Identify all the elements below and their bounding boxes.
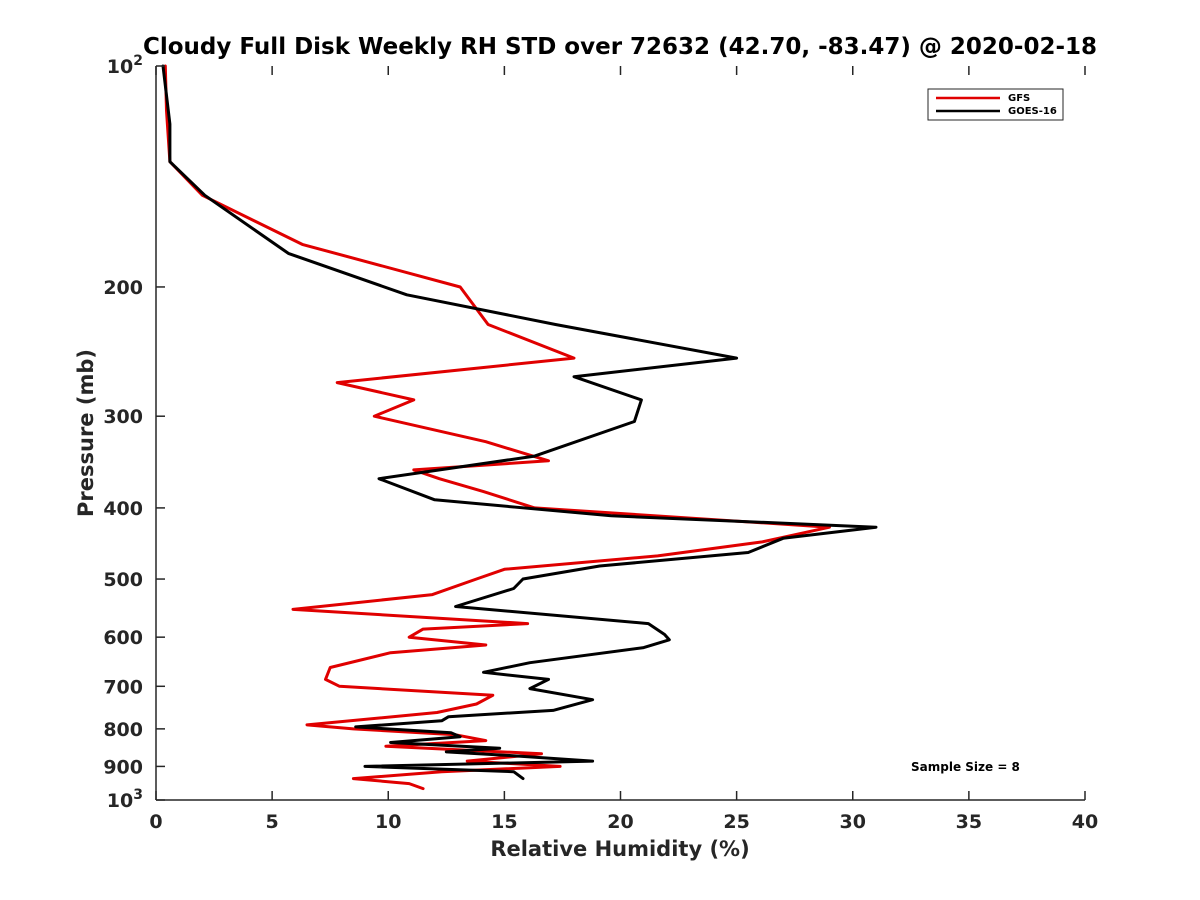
y-tick-label: 102 xyxy=(107,53,143,78)
y-ticks: 102 200 300 400 500 600 700 800 900 103 xyxy=(103,53,165,812)
x-tick-label: 15 xyxy=(491,811,517,833)
y-tick-label: 400 xyxy=(103,498,143,520)
y-tick-label: 800 xyxy=(103,719,143,741)
chart-title: Cloudy Full Disk Weekly RH STD over 7263… xyxy=(143,34,1097,60)
y-axis-title: Pressure (mb) xyxy=(74,349,98,517)
x-tick-label: 0 xyxy=(149,811,162,833)
x-axis-title: Relative Humidity (%) xyxy=(490,837,749,861)
plot-area xyxy=(156,66,1085,800)
x-tick-label: 20 xyxy=(607,811,633,833)
series-line-goes16 xyxy=(161,64,878,781)
legend: GFS GOES-16 xyxy=(927,88,1064,121)
y-tick-label: 500 xyxy=(103,569,143,591)
x-ticks: 0 5 10 15 20 25 30 35 40 xyxy=(149,66,1098,833)
series-line-gfs xyxy=(163,64,831,791)
x-tick-label: 30 xyxy=(840,811,866,833)
x-tick-label: 10 xyxy=(375,811,401,833)
sample-size-annotation: Sample Size = 8 xyxy=(911,760,1020,774)
x-tick-label: 5 xyxy=(266,811,279,833)
y-tick-label: 300 xyxy=(103,406,143,428)
series-layer xyxy=(161,64,878,791)
legend-box xyxy=(927,88,1064,121)
x-tick-label: 35 xyxy=(956,811,982,833)
y-tick-label: 700 xyxy=(103,676,143,698)
y-tick-label: 900 xyxy=(103,756,143,778)
legend-label-gfs: GFS xyxy=(1008,93,1030,104)
y-tick-label: 200 xyxy=(103,277,143,299)
y-tick-label: 600 xyxy=(103,627,143,649)
y-tick-label: 103 xyxy=(107,787,143,812)
legend-label-goes16: GOES-16 xyxy=(1008,106,1057,117)
x-tick-label: 25 xyxy=(723,811,749,833)
plot-background xyxy=(156,66,1085,800)
x-tick-label: 40 xyxy=(1072,811,1098,833)
